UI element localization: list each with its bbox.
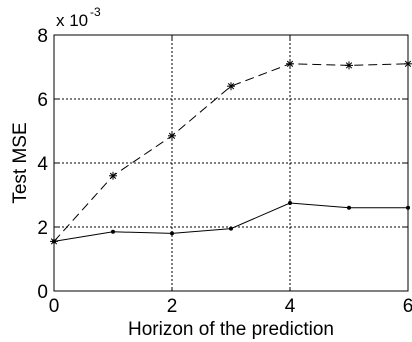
y-tick-label: 0 bbox=[37, 282, 48, 303]
x-axis-label: Horizon of the prediction bbox=[128, 319, 334, 340]
series-2-point bbox=[229, 226, 233, 231]
series-1-point bbox=[286, 59, 294, 68]
x-tick-label: 6 bbox=[403, 296, 412, 317]
x-tick-label: 0 bbox=[49, 296, 60, 317]
y-axis-label: Test MSE bbox=[10, 122, 31, 203]
y-tick-label: 6 bbox=[37, 90, 48, 111]
x-tick-label: 4 bbox=[285, 296, 296, 317]
y-tick-label: 4 bbox=[37, 154, 48, 175]
series-2-point bbox=[347, 205, 351, 210]
y-tick-label: 8 bbox=[37, 26, 48, 47]
series-1-point bbox=[109, 171, 117, 180]
series-1-point bbox=[345, 61, 353, 70]
y-scale-label: x 10 bbox=[56, 11, 88, 30]
series-1-point bbox=[168, 131, 176, 140]
series-1-point bbox=[227, 82, 235, 91]
tick-labels: 0 2 4 6 0 2 4 6 8 bbox=[37, 26, 412, 317]
x-tick-label: 2 bbox=[167, 296, 178, 317]
y-tick-label: 2 bbox=[37, 218, 48, 239]
ticks bbox=[53, 34, 409, 292]
series-layer bbox=[50, 59, 412, 246]
series-2-point bbox=[170, 231, 174, 236]
y-scale-exponent: -3 bbox=[90, 5, 101, 19]
series-2-point bbox=[288, 201, 292, 205]
series-2-point bbox=[111, 229, 115, 234]
